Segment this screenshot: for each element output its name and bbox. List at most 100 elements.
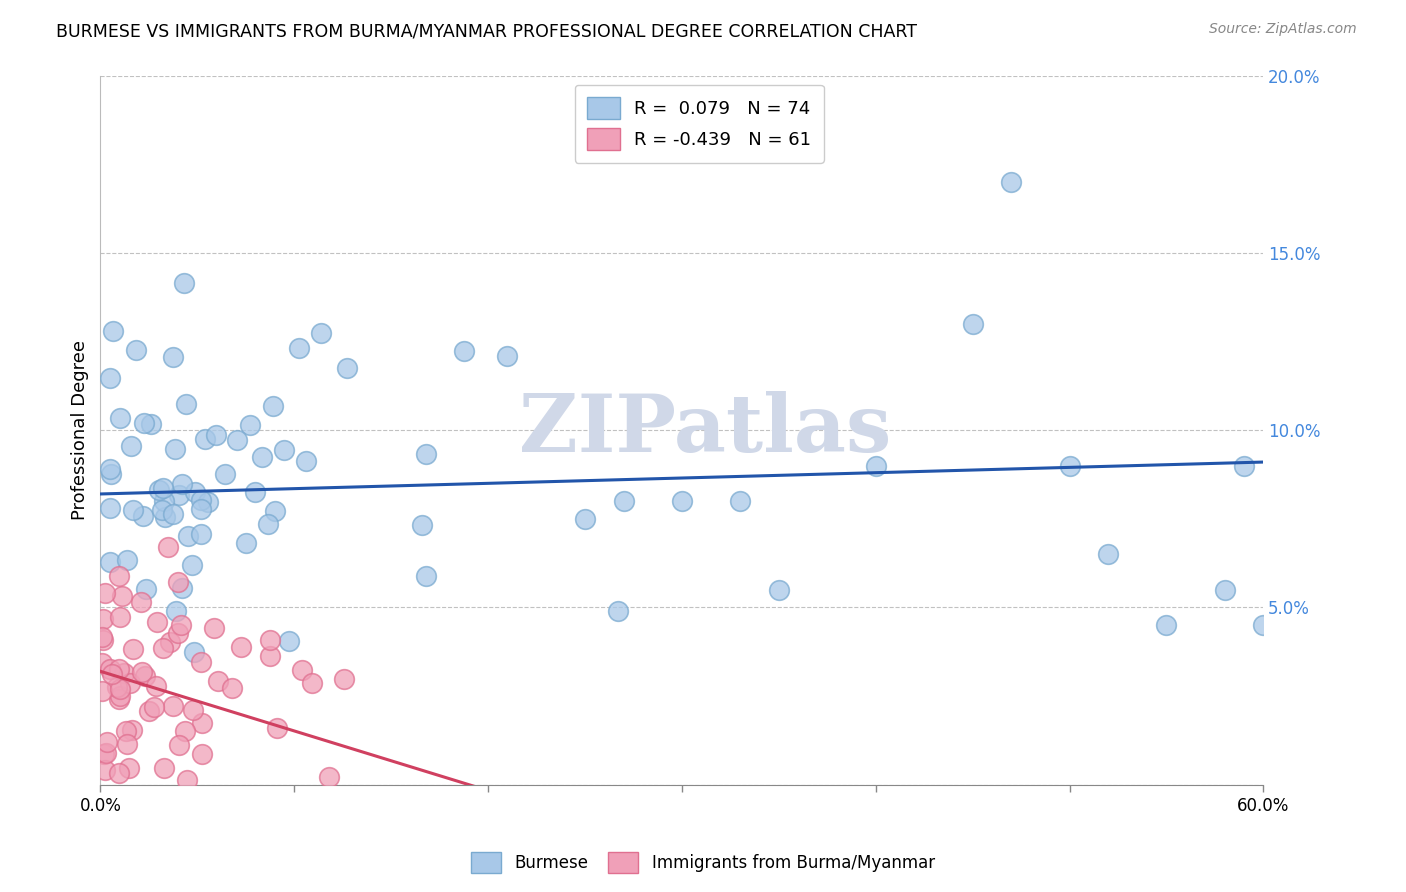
Point <box>259 648 281 663</box>
Point <box>159 634 181 648</box>
Point <box>191 747 214 762</box>
Point <box>107 691 129 706</box>
Point <box>273 443 295 458</box>
Point <box>190 715 212 730</box>
Point <box>250 450 273 464</box>
Point <box>100 667 122 681</box>
Point <box>613 494 636 508</box>
Point <box>145 679 167 693</box>
Point <box>415 447 437 461</box>
Point <box>166 575 188 590</box>
Point <box>152 481 174 495</box>
Point <box>121 723 143 737</box>
Point <box>120 676 142 690</box>
Point <box>108 766 131 780</box>
Point <box>172 477 194 491</box>
Point <box>1000 175 1022 189</box>
Point <box>162 350 184 364</box>
Point <box>170 581 193 595</box>
Point <box>1253 618 1275 632</box>
Point <box>100 467 122 482</box>
Point <box>100 662 122 676</box>
Point <box>96 735 118 749</box>
Point <box>496 349 519 363</box>
Point <box>453 343 475 358</box>
Point <box>105 681 128 695</box>
Point <box>112 665 135 680</box>
Point <box>108 411 131 425</box>
Point <box>117 553 139 567</box>
Point <box>108 662 131 676</box>
Point <box>146 615 169 629</box>
Point <box>167 488 190 502</box>
Point <box>162 507 184 521</box>
Point <box>118 761 141 775</box>
Point <box>259 632 281 647</box>
Point <box>180 558 202 573</box>
Point <box>107 568 129 582</box>
Point <box>152 640 174 655</box>
Legend: R =  0.079   N = 74, R = -0.439   N = 61: R = 0.079 N = 74, R = -0.439 N = 61 <box>575 85 824 163</box>
Point <box>167 738 190 752</box>
Point <box>98 555 121 569</box>
Point <box>229 640 252 655</box>
Point <box>91 630 114 644</box>
Point <box>266 721 288 735</box>
Point <box>156 540 179 554</box>
Point <box>91 611 114 625</box>
Point <box>135 582 157 596</box>
Point <box>1097 547 1119 561</box>
Point <box>165 604 187 618</box>
Point <box>100 370 122 384</box>
Point <box>166 626 188 640</box>
Point <box>333 672 356 686</box>
Point <box>728 494 751 508</box>
Point <box>173 276 195 290</box>
Point <box>294 454 316 468</box>
Point <box>108 681 131 696</box>
Point <box>291 663 314 677</box>
Point <box>1156 618 1178 632</box>
Point <box>115 723 138 738</box>
Point <box>150 503 173 517</box>
Point <box>170 618 193 632</box>
Point <box>110 689 132 703</box>
Point <box>121 641 143 656</box>
Point <box>134 668 156 682</box>
Point <box>288 341 311 355</box>
Point <box>183 484 205 499</box>
Point <box>183 645 205 659</box>
Point <box>91 657 114 671</box>
Text: ZIPatlas: ZIPatlas <box>519 391 891 469</box>
Point <box>91 632 114 647</box>
Y-axis label: Professional Degree: Professional Degree <box>72 340 89 520</box>
Point <box>143 699 166 714</box>
Point <box>174 397 197 411</box>
Point <box>125 343 148 357</box>
Point <box>225 434 247 448</box>
Point <box>415 569 437 583</box>
Point <box>239 418 262 433</box>
Point <box>607 603 630 617</box>
Point <box>190 526 212 541</box>
Point <box>131 595 153 609</box>
Point <box>1233 458 1256 473</box>
Point <box>103 324 125 338</box>
Point <box>115 737 138 751</box>
Point <box>122 503 145 517</box>
Point <box>176 772 198 787</box>
Point <box>131 665 153 680</box>
Point <box>93 747 115 762</box>
Point <box>221 681 243 695</box>
Point <box>311 326 333 340</box>
Point <box>301 676 323 690</box>
Point <box>277 634 299 648</box>
Point <box>94 746 117 760</box>
Point <box>132 509 155 524</box>
Point <box>162 699 184 714</box>
Point <box>173 723 195 738</box>
Text: BURMESE VS IMMIGRANTS FROM BURMA/MYANMAR PROFESSIONAL DEGREE CORRELATION CHART: BURMESE VS IMMIGRANTS FROM BURMA/MYANMAR… <box>56 22 917 40</box>
Point <box>262 399 284 413</box>
Point <box>152 493 174 508</box>
Point <box>1213 582 1236 597</box>
